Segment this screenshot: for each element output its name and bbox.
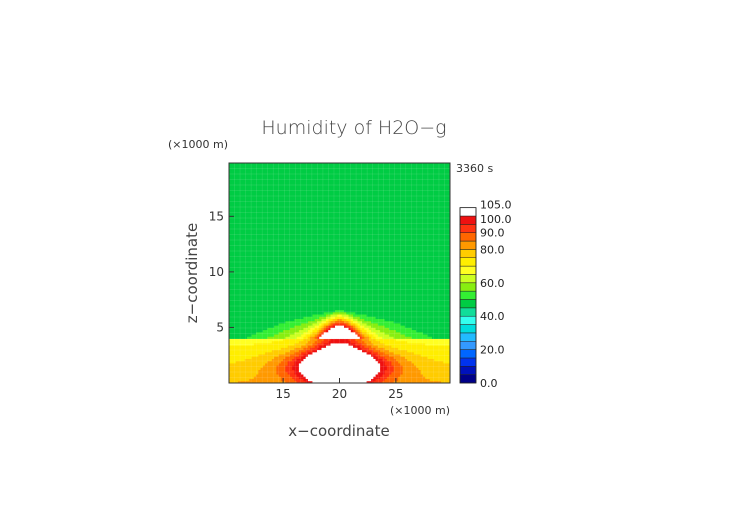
colorbar (459, 207, 477, 384)
colorbar-swatch (459, 315, 477, 325)
colorbar-swatch (459, 341, 477, 350)
colorbar-label: 100.0 (480, 213, 512, 226)
z-tick-label: 5 (216, 320, 224, 334)
colorbar-label: 60.0 (480, 277, 505, 290)
colorbar-swatch (459, 357, 477, 367)
time-label: 3360 s (456, 162, 493, 175)
z-axis-label: z−coordinate (183, 223, 201, 323)
z-tick-label: 10 (209, 265, 224, 279)
colorbar-swatch (459, 374, 477, 384)
colorbar-label: 80.0 (480, 243, 505, 256)
z-unit-label: (×1000 m) (168, 138, 228, 151)
colorbar-swatch (459, 290, 477, 300)
colorbar-swatch (459, 282, 477, 292)
z-tick-label: 15 (209, 209, 224, 223)
colorbar-swatch (459, 299, 477, 309)
colorbar-swatch (459, 324, 477, 334)
colorbar-label: 40.0 (480, 310, 505, 323)
colorbar-swatch (459, 366, 477, 375)
chart-title: Humidity of H2O−g (261, 117, 446, 139)
x-unit-label: (×1000 m) (390, 404, 450, 417)
x-tick-label: 20 (332, 387, 347, 401)
colorbar-swatch (459, 240, 477, 250)
colorbar-swatch (459, 215, 477, 225)
colorbar-swatch (459, 207, 477, 217)
colorbar-swatch (459, 307, 477, 317)
z-axis-ticks: 5 10 15 (209, 209, 234, 334)
x-axis-ticks: 15 20 25 (275, 378, 404, 401)
plot-area (229, 163, 450, 383)
x-axis-label: x−coordinate (288, 422, 389, 440)
colorbar-swatch (459, 232, 477, 242)
colorbar-swatch (459, 349, 477, 359)
grid-lines (229, 163, 450, 383)
x-tick-label: 25 (388, 387, 403, 401)
colorbar-label: 105.0 (480, 199, 512, 212)
x-tick-label: 15 (275, 387, 290, 401)
colorbar-swatch (459, 274, 477, 284)
colorbar-swatch (459, 265, 477, 275)
colorbar-swatch (459, 257, 477, 267)
colorbar-swatch (459, 249, 477, 258)
colorbar-label: 90.0 (480, 227, 505, 240)
humidity-field (229, 163, 450, 383)
colorbar-swatch (459, 224, 477, 233)
colorbar-label: 20.0 (480, 344, 505, 357)
colorbar-swatch (459, 332, 477, 342)
colorbar-label: 0.0 (480, 377, 498, 390)
